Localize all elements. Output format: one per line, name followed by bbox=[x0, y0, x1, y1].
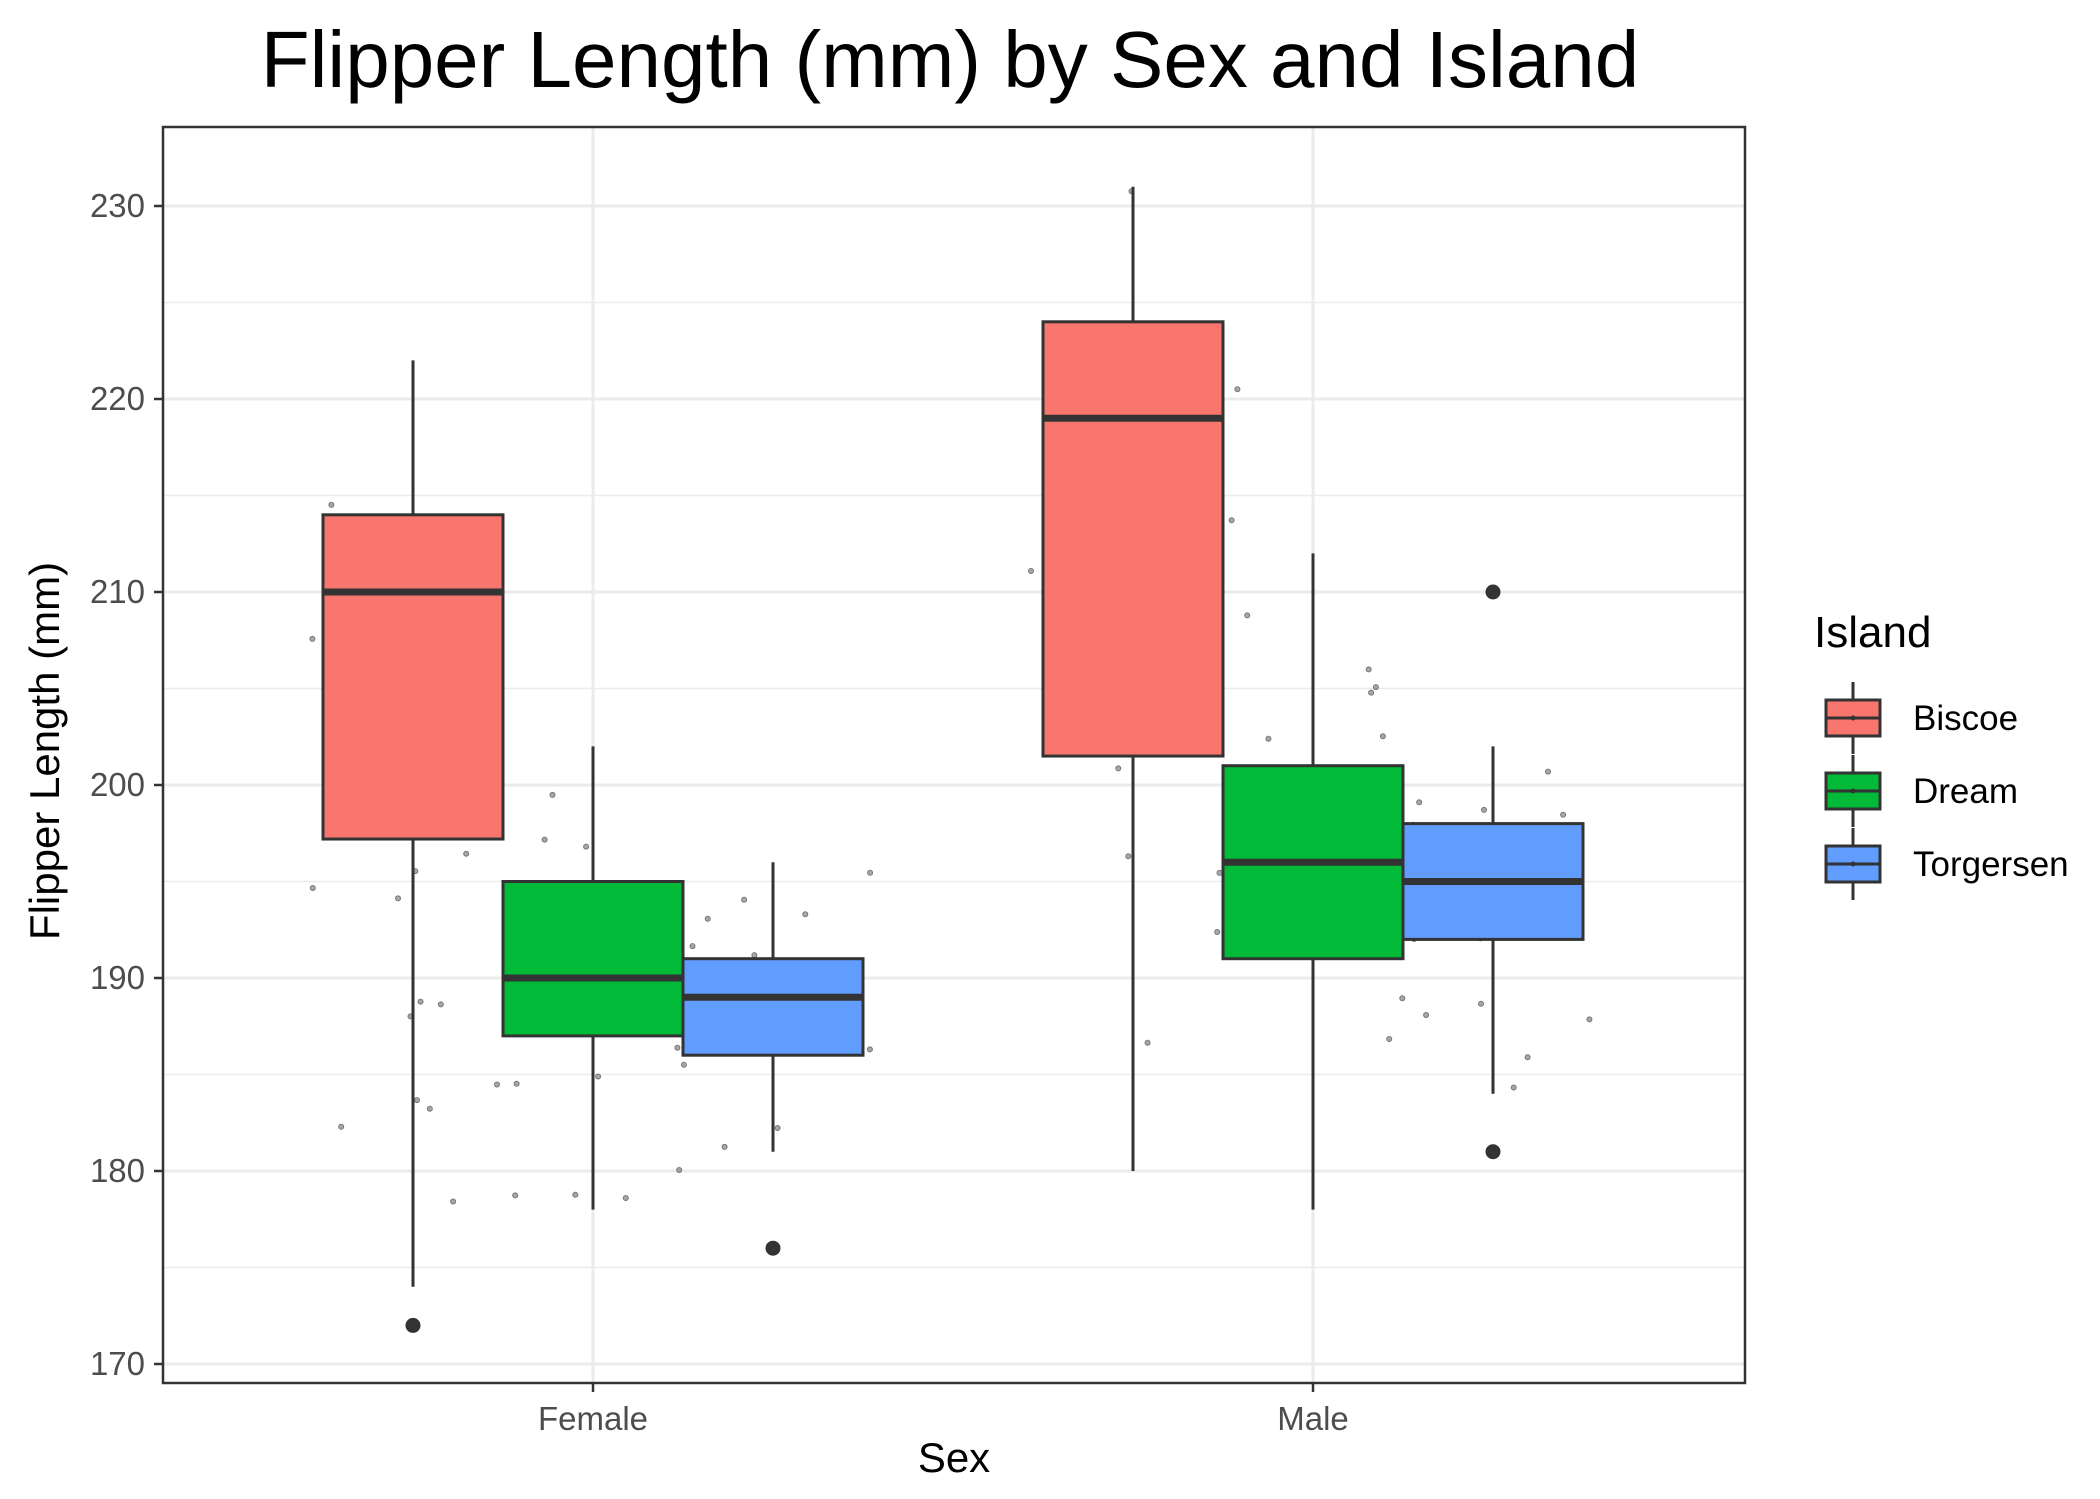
jitter-point bbox=[1545, 768, 1552, 775]
jitter-point bbox=[413, 1097, 420, 1104]
jitter-point bbox=[417, 998, 424, 1005]
legend-key-point bbox=[1850, 788, 1856, 794]
jitter-point bbox=[1524, 1054, 1531, 1061]
jitter-point bbox=[1214, 929, 1221, 936]
box-body-biscoe-female bbox=[321, 513, 505, 841]
legend-label: Torgersen bbox=[1913, 845, 2069, 884]
y-tick-label: 220 bbox=[90, 380, 145, 417]
y-tick-label: 230 bbox=[90, 187, 145, 224]
jitter-point bbox=[1265, 735, 1272, 742]
outlier-point-biscoe-female bbox=[405, 1317, 421, 1333]
jitter-point bbox=[309, 635, 316, 642]
jitter-point bbox=[1399, 995, 1406, 1002]
y-tick-label: 180 bbox=[90, 1152, 145, 1189]
jitter-point bbox=[309, 885, 316, 892]
jitter-point bbox=[866, 1046, 873, 1053]
box-biscoe-male bbox=[1041, 186, 1225, 1171]
jitter-point bbox=[394, 895, 401, 902]
plot-panel-border bbox=[161, 125, 1747, 1385]
jitter-point bbox=[774, 1125, 781, 1132]
jitter-point bbox=[622, 1195, 629, 1202]
jitter-point bbox=[549, 791, 556, 798]
jitter-point bbox=[1423, 1012, 1430, 1019]
box-layer bbox=[321, 186, 1585, 1333]
jitter-point bbox=[741, 896, 748, 903]
y-axis-label-text: Flipper Length (mm) bbox=[21, 561, 68, 941]
jitter-point bbox=[802, 911, 809, 918]
x-axis-label: Sex bbox=[917, 1434, 991, 1481]
jitter-point bbox=[541, 836, 548, 843]
jitter-point bbox=[328, 501, 335, 508]
jitter-point bbox=[1368, 689, 1375, 696]
box-biscoe-female bbox=[321, 360, 505, 1333]
jitter-point bbox=[426, 1105, 433, 1112]
jitter-point bbox=[493, 1081, 500, 1088]
jitter-point bbox=[1560, 811, 1567, 818]
jitter-point bbox=[1115, 765, 1122, 772]
y-tick-label: 170 bbox=[90, 1345, 145, 1382]
legend-key-point bbox=[1850, 715, 1856, 721]
jitter-point bbox=[463, 850, 470, 857]
jitter-point bbox=[1216, 869, 1223, 876]
jitter-point bbox=[595, 1073, 602, 1080]
jitter-point bbox=[1478, 1000, 1485, 1007]
jitter-point bbox=[1586, 1016, 1593, 1023]
jitter-point bbox=[1416, 799, 1423, 806]
jitter-point bbox=[689, 943, 696, 950]
jitter-point bbox=[1028, 568, 1035, 575]
box-body-torgersen-female bbox=[681, 957, 865, 1057]
box-dream-male bbox=[1221, 553, 1405, 1210]
box-body-dream-female bbox=[501, 880, 685, 1038]
jitter-point bbox=[1379, 733, 1386, 740]
legend-label: Dream bbox=[1913, 772, 2018, 811]
outlier-point-torgersen-male bbox=[1485, 584, 1501, 600]
jitter-point bbox=[437, 1001, 444, 1008]
outlier-point-torgersen-female bbox=[765, 1240, 781, 1256]
legend-label: Biscoe bbox=[1913, 699, 2018, 738]
jitter-point bbox=[1481, 806, 1488, 813]
jitter-point bbox=[1365, 666, 1372, 673]
jitter-point bbox=[1234, 386, 1241, 393]
jitter-point bbox=[704, 915, 711, 922]
box-torgersen-female bbox=[681, 862, 865, 1256]
box-torgersen-male bbox=[1401, 584, 1585, 1160]
jitter-point bbox=[721, 1143, 728, 1150]
axes: 170 180 190 200 210 220 230 Female Male bbox=[90, 187, 1349, 1437]
jitter-point bbox=[1144, 1039, 1151, 1046]
jitter-point bbox=[450, 1198, 457, 1205]
jitter-point bbox=[572, 1191, 579, 1198]
jitter-point bbox=[338, 1123, 345, 1130]
box-dream-female bbox=[501, 746, 685, 1210]
y-tick-label: 210 bbox=[90, 573, 145, 610]
jitter-point bbox=[751, 952, 758, 959]
legend-item-biscoe: Biscoe bbox=[1824, 682, 2018, 754]
outlier-point-torgersen-male bbox=[1485, 1144, 1501, 1160]
legend-item-torgersen: Torgersen bbox=[1824, 828, 2069, 900]
y-tick-label: 200 bbox=[90, 766, 145, 803]
legend-item-dream: Dream bbox=[1824, 755, 2018, 827]
jitter-point bbox=[674, 1044, 681, 1051]
jitter-point bbox=[1386, 1036, 1393, 1043]
jitter-point bbox=[1372, 684, 1379, 691]
legend-title: Island bbox=[1814, 608, 1932, 657]
legend-key-point bbox=[1850, 861, 1856, 867]
jitter-point bbox=[512, 1192, 519, 1199]
jitter-point bbox=[1228, 517, 1235, 524]
jitter-point bbox=[1244, 612, 1251, 619]
jitter-point bbox=[513, 1080, 520, 1087]
jitter-point bbox=[1125, 853, 1132, 860]
chart-title: Flipper Length (mm) by Sex and Island bbox=[260, 15, 1640, 104]
box-body-biscoe-male bbox=[1041, 320, 1225, 758]
x-tick-label: Female bbox=[538, 1400, 648, 1437]
x-tick-label: Male bbox=[1277, 1400, 1349, 1437]
legend: Biscoe Dream Torgersen bbox=[1824, 682, 2069, 900]
y-tick-label: 190 bbox=[90, 959, 145, 996]
jitter-point bbox=[867, 869, 874, 876]
jitter-point bbox=[680, 1061, 687, 1068]
jitter-point bbox=[676, 1167, 683, 1174]
jitter-point bbox=[583, 843, 590, 850]
jitter-point bbox=[1510, 1084, 1517, 1091]
